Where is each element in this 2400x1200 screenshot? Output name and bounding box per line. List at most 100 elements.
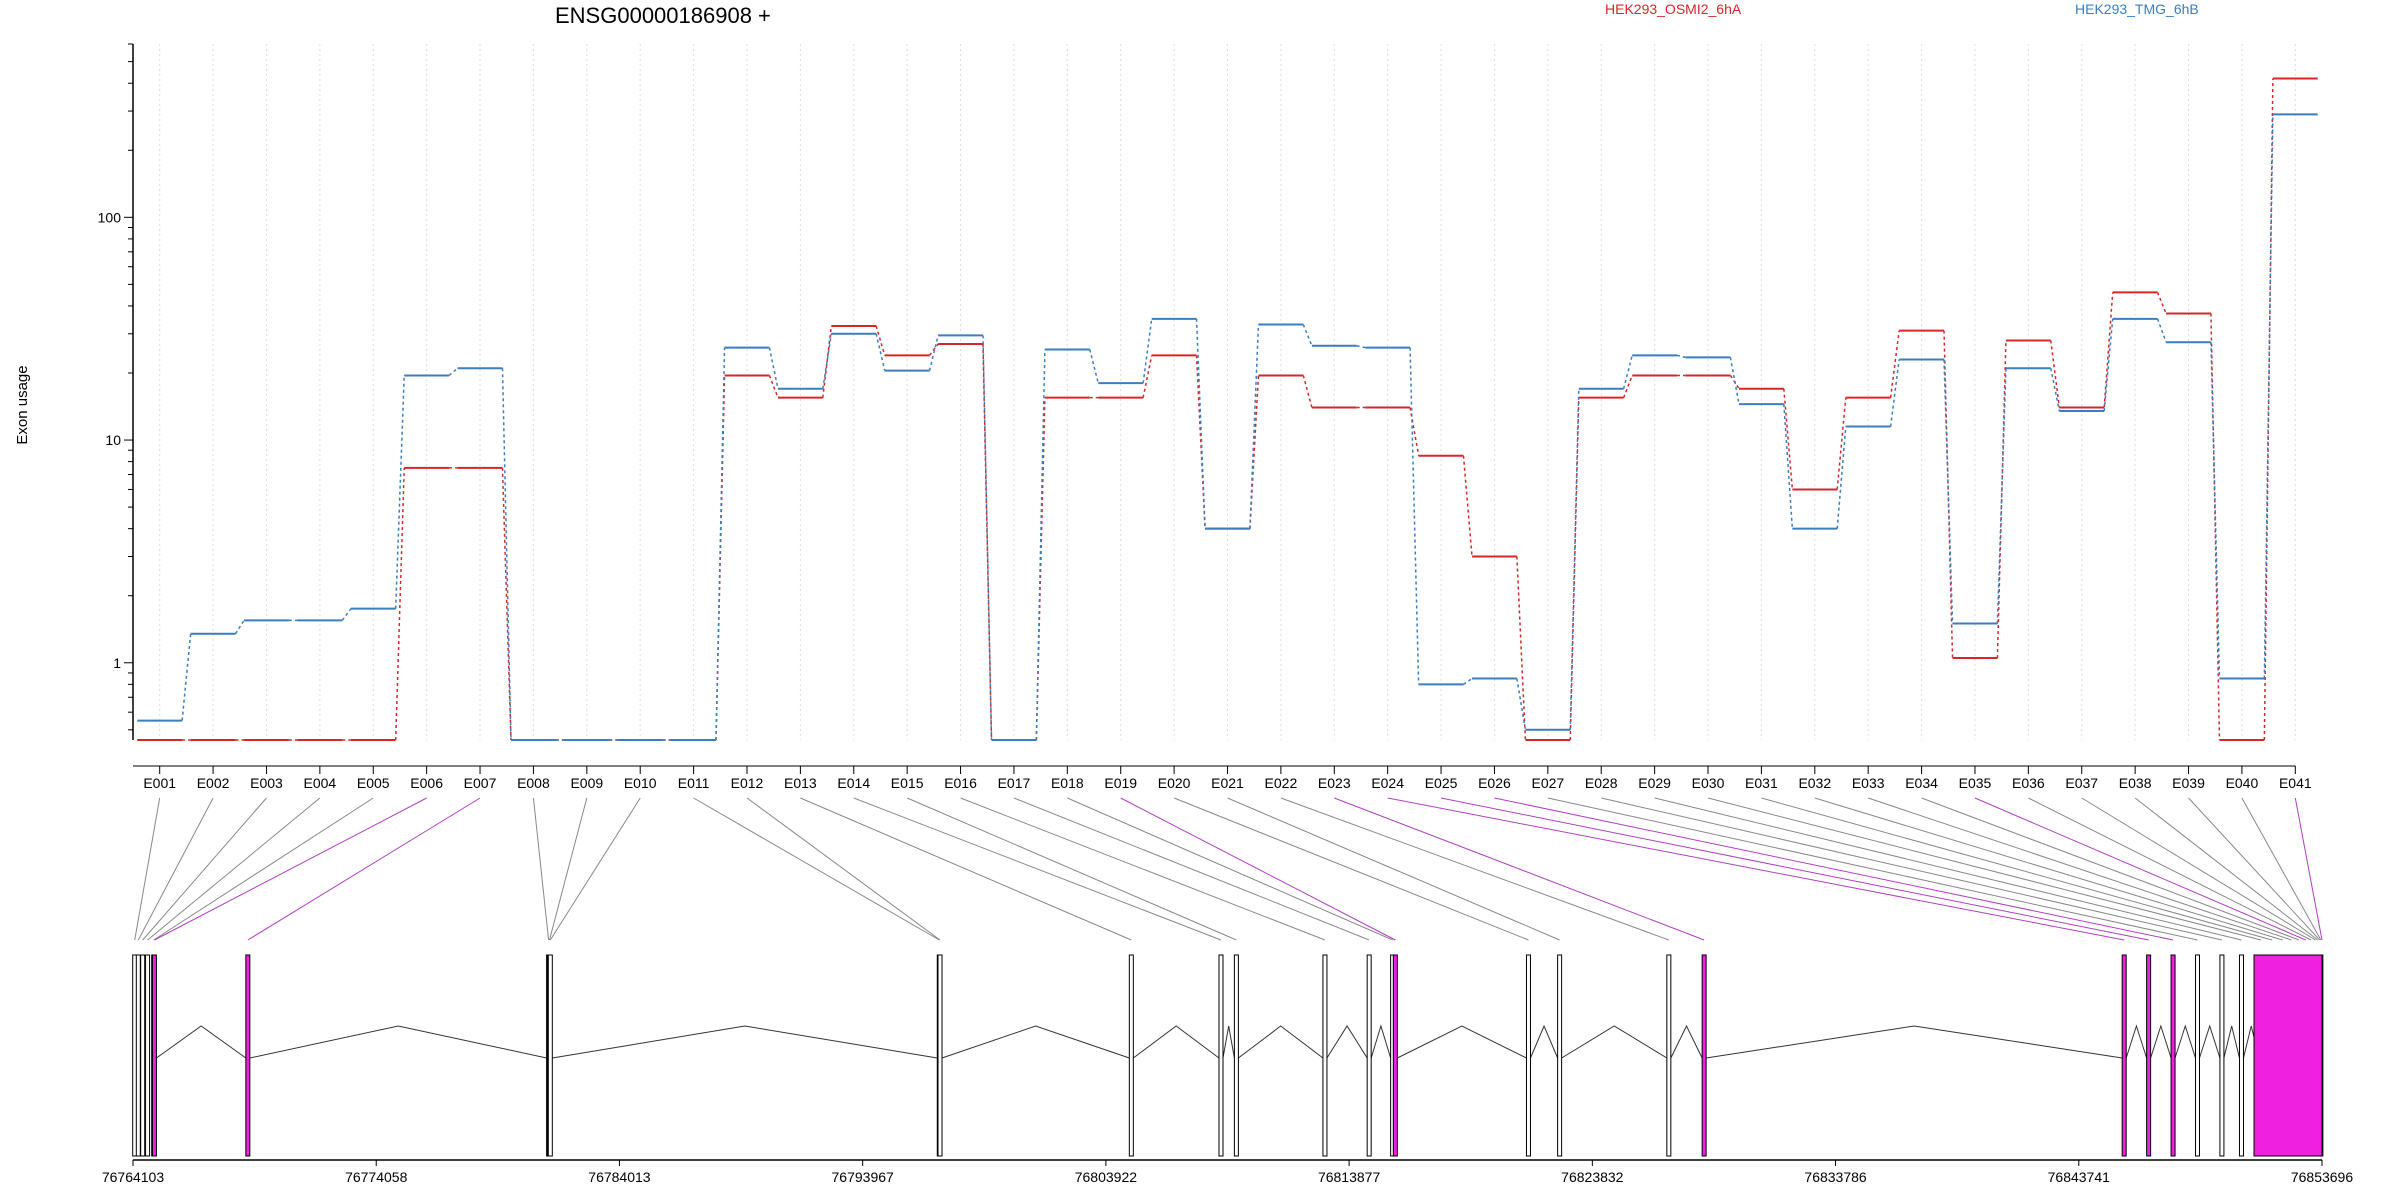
exon-box <box>1701 954 1707 1157</box>
series-lines <box>137 77 2318 741</box>
y-tick-label: 100 <box>98 209 122 225</box>
y-axis: 1 10 100 <box>98 43 134 740</box>
exon-label: E036 <box>2012 775 2045 791</box>
exon-link <box>548 797 588 941</box>
series-connector <box>1089 349 1100 384</box>
series-connector <box>822 325 833 398</box>
intron-line <box>2223 1025 2240 1059</box>
exon-box <box>1218 954 1224 1157</box>
exon-label: E039 <box>2172 775 2205 791</box>
series-connector <box>448 367 459 377</box>
exon-link <box>142 797 267 941</box>
exon-label: E029 <box>1638 775 1671 791</box>
exon-link <box>532 797 550 941</box>
exon-link <box>1547 797 2198 941</box>
exon-label: E040 <box>2226 775 2259 791</box>
series-connector <box>768 375 779 398</box>
series-connector <box>1142 318 1153 384</box>
exon-link <box>2188 797 2321 941</box>
exon-label: E014 <box>837 775 870 791</box>
series-connector <box>1622 375 1633 398</box>
series-connector <box>1302 324 1313 347</box>
series-connector <box>1035 349 1046 741</box>
intron-line <box>1530 1024 1559 1059</box>
series-connector <box>1035 397 1046 741</box>
exon-link <box>2241 797 2322 941</box>
y-tick-label: 10 <box>105 432 121 448</box>
exon-link <box>960 797 1326 941</box>
series-connector <box>2156 292 2167 314</box>
intron-line <box>1561 1025 1668 1059</box>
intron-line <box>2174 1024 2196 1059</box>
exon-link <box>1761 797 2273 941</box>
exon-box <box>2253 954 2323 1157</box>
exon-box <box>145 954 151 1157</box>
series-connector <box>2103 292 2114 408</box>
exon-label: E018 <box>1051 775 1084 791</box>
exon-label: E027 <box>1531 775 1564 791</box>
series-connector <box>875 333 886 371</box>
intron-line <box>249 1025 547 1059</box>
exon-box <box>2170 954 2176 1157</box>
exon-label: E009 <box>570 775 603 791</box>
exon-link <box>153 797 374 941</box>
exon-link <box>2081 797 2316 941</box>
coord-tick-label: 76853696 <box>2291 1169 2354 1185</box>
exon-link <box>147 797 321 941</box>
y-axis-label: Exon usage <box>14 365 31 444</box>
exon-box <box>1233 954 1239 1157</box>
intron-line <box>941 1025 1130 1059</box>
series-connector <box>1516 556 1527 741</box>
intron-line <box>2150 1024 2172 1059</box>
series-connector <box>928 343 939 356</box>
exon-link <box>2134 797 2319 941</box>
intron-line <box>1706 1025 2123 1059</box>
exon-link <box>1334 797 1705 941</box>
exon-box <box>1557 954 1563 1157</box>
series-connector <box>2210 313 2221 741</box>
intron-line <box>1222 1025 1235 1059</box>
series-connector <box>1783 404 1794 529</box>
exon-label: E034 <box>1905 775 1938 791</box>
exon-label: E032 <box>1798 775 1831 791</box>
chart-title: ENSG00000186908 + <box>555 3 771 28</box>
series-connector <box>928 335 939 371</box>
series-connector <box>501 368 512 741</box>
exon-link <box>1013 797 1370 941</box>
exon-label: E024 <box>1371 775 1404 791</box>
exon-link <box>1868 797 2292 941</box>
intron-line <box>1238 1025 1324 1059</box>
exon-label: E005 <box>357 775 390 791</box>
exon-box <box>140 954 146 1157</box>
exon-link <box>1120 797 1396 941</box>
series-connector <box>768 347 779 389</box>
coord-tick-label: 76813877 <box>1318 1169 1381 1185</box>
exon-label: E038 <box>2119 775 2152 791</box>
coord-tick-label: 76793967 <box>832 1169 895 1185</box>
series-connector <box>394 375 405 609</box>
exon-label: E026 <box>1478 775 1511 791</box>
exon-link <box>1280 797 1670 941</box>
exon-link <box>2028 797 2312 941</box>
exon-label: E031 <box>1745 775 1778 791</box>
exon-label: E002 <box>197 775 230 791</box>
exon-link <box>154 797 427 941</box>
exon-label: E019 <box>1104 775 1137 791</box>
exon-label: E001 <box>143 775 176 791</box>
exon-box <box>1392 954 1398 1157</box>
legend-entry-osmi2: HEK293_OSMI2_6hA <box>1605 1 1742 17</box>
exon-box <box>2121 954 2127 1157</box>
series-connector <box>1195 318 1206 529</box>
series-connector <box>875 325 886 356</box>
exon-box <box>151 954 157 1157</box>
series-connector <box>715 347 726 741</box>
exon-label: E006 <box>410 775 443 791</box>
series-connector <box>1569 397 1580 741</box>
series-connector <box>1142 355 1153 398</box>
exon-link <box>746 797 941 941</box>
exon-labels: E001 E002 E003 E004 E005 E006 E007 E008 E009 E010… <box>133 765 2312 791</box>
exon-label: E025 <box>1425 775 1458 791</box>
series-connector <box>1622 355 1633 389</box>
exon-link <box>1707 797 2262 941</box>
exon-link <box>1654 797 2242 941</box>
